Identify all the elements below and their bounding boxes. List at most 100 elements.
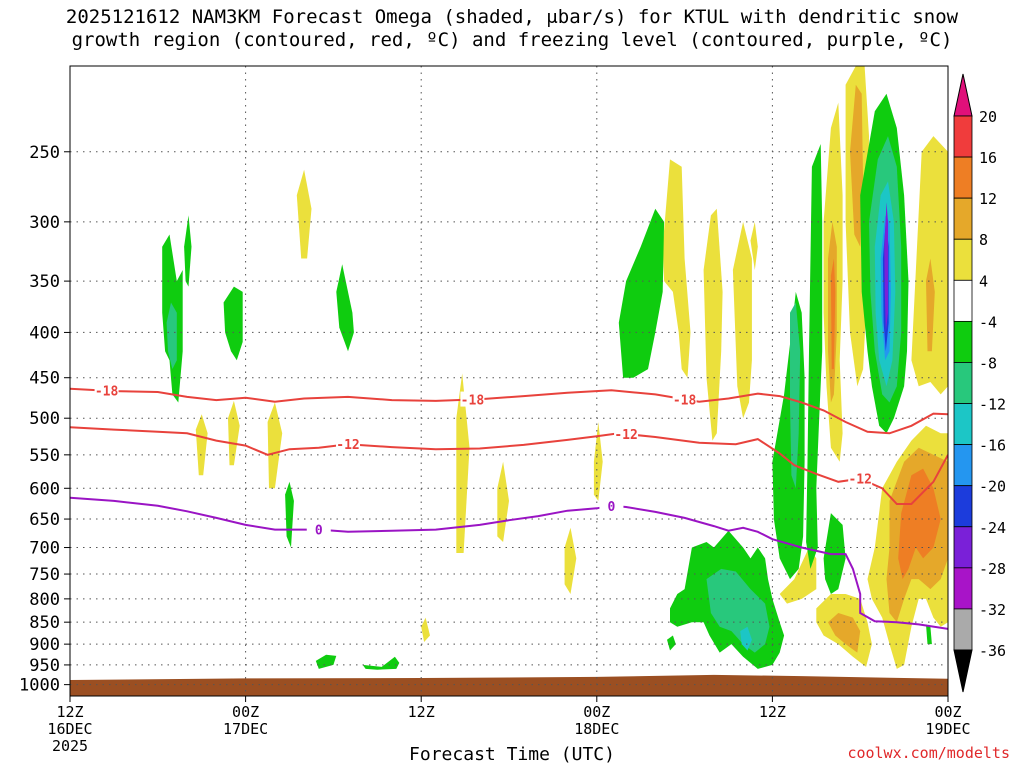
colorbar-label-3: 8 <box>979 231 988 249</box>
omega-region-29 <box>336 264 354 352</box>
contour-label-bg <box>94 382 119 398</box>
contour-label-0-1: -18 <box>461 394 485 409</box>
y-tick-label-450: 450 <box>29 369 60 389</box>
y-tick-label-550: 550 <box>29 446 60 466</box>
contour-label-1-1: -12 <box>614 428 637 443</box>
omega-region-25 <box>898 468 941 580</box>
omega-region-28 <box>223 286 243 361</box>
contour-label-bg <box>672 391 697 407</box>
colorbar-label-13: -36 <box>979 642 1006 660</box>
ground-fill <box>70 674 948 696</box>
colorbar-label-5: -4 <box>979 313 997 331</box>
colorbar-bin-11 <box>953 567 973 610</box>
colorbar-bin-0 <box>953 115 973 158</box>
colorbar-bin-6 <box>953 362 973 404</box>
x-tick-label-0-1: 16DEC <box>47 720 92 738</box>
x-tick-label-60-0: 00Z <box>934 703 961 721</box>
colorbar-bin-12 <box>953 608 973 651</box>
omega-region-33 <box>618 208 665 378</box>
omega-region-0 <box>296 169 312 259</box>
contour-label-bg <box>460 391 485 407</box>
contour-label-1-0: -12 <box>336 438 359 453</box>
omega-region-21 <box>926 258 935 352</box>
omega-shaded-regions <box>162 66 948 670</box>
chart-title-line-2: growth region (contoured, red, ºC) and f… <box>71 29 953 51</box>
y-tick-label-1000: 1000 <box>19 676 60 696</box>
omega-region-2 <box>228 400 240 466</box>
colorbar-top-arrow <box>953 73 973 117</box>
colorbar-label-1: 16 <box>979 149 997 167</box>
contour-label-bg <box>614 426 639 442</box>
omega-region-18 <box>779 547 817 604</box>
contour-label-bg <box>848 470 873 486</box>
omega-region-40 <box>926 624 932 645</box>
omega-region-3 <box>267 402 283 489</box>
colorbar-bin-7 <box>953 403 973 446</box>
x-tick-label-48-0: 12Z <box>759 703 786 721</box>
contour-label-bg <box>599 497 624 513</box>
x-tick-label-12-0: 00Z <box>232 703 259 721</box>
colorbar-label-10: -24 <box>979 519 1006 537</box>
x-tick-label-24-0: 12Z <box>408 703 435 721</box>
x-tick-label-36-1: 18DEC <box>574 720 619 738</box>
omega-region-7 <box>593 422 603 501</box>
y-tick-label-300: 300 <box>29 213 60 233</box>
y-tick-label-500: 500 <box>29 409 60 429</box>
ground-layer <box>70 674 948 696</box>
omega-region-8 <box>421 617 430 642</box>
chart-title-line-1: 2025121612 NAM3KM Forecast Omega (shaded… <box>65 6 959 28</box>
y-tick-label-700: 700 <box>29 539 60 559</box>
y-tick-label-650: 650 <box>29 510 60 530</box>
omega-region-1 <box>195 414 208 476</box>
omega-region-32 <box>362 656 400 670</box>
colorbar-label-6: -8 <box>979 354 997 372</box>
colorbar-label-4: 4 <box>979 272 988 290</box>
colorbar-bin-2 <box>953 197 973 240</box>
omega-region-10 <box>703 208 723 441</box>
omega-region-37 <box>806 144 823 569</box>
omega-region-36 <box>772 291 805 580</box>
contour-0 <box>70 387 948 435</box>
colorbar-bin-3 <box>953 238 973 281</box>
x-tick-label-0-2: 2025 <box>52 737 88 755</box>
y-tick-label-900: 900 <box>29 635 60 655</box>
y-tick-label-800: 800 <box>29 590 60 610</box>
colorbar-bin-4 <box>953 279 973 322</box>
contour-label-1-2: -12 <box>848 473 871 488</box>
omega-region-43 <box>706 568 770 653</box>
y-tick-label-400: 400 <box>29 323 60 343</box>
colorbar-label-8: -16 <box>979 437 1006 455</box>
y-tick-label-250: 250 <box>29 143 60 163</box>
contour-labels: -18 -18 -18 -12 -12 -12 0 0 <box>94 382 873 539</box>
omega-region-46 <box>740 626 752 651</box>
y-tick-labels: 2503003504004505005506006507007508008509… <box>19 143 70 696</box>
omega-region-35 <box>667 635 676 651</box>
colorbar-bottom-arrow <box>953 649 973 693</box>
colorbar-label-0: 20 <box>979 108 997 126</box>
colorbar-bin-1 <box>953 156 973 199</box>
omega-region-6 <box>564 527 577 594</box>
contour-label-0-2: -18 <box>673 393 697 408</box>
omega-region-23 <box>828 613 861 653</box>
contour-2 <box>70 496 948 630</box>
contour-label-bg <box>336 436 361 452</box>
omega-region-24 <box>830 258 836 370</box>
omega-region-5 <box>497 461 509 542</box>
y-tick-label-950: 950 <box>29 656 60 676</box>
colorbar-bin-5 <box>953 320 973 363</box>
omega-region-12 <box>750 221 758 270</box>
omega-region-9 <box>662 159 691 378</box>
x-axis-title: Forecast Time (UTC) <box>409 744 615 765</box>
contour-label-bg <box>306 521 331 537</box>
plot-frame <box>69 65 949 697</box>
colorbar-label-7: -12 <box>979 396 1006 414</box>
x-tick-label-36-0: 00Z <box>583 703 610 721</box>
colorbar-label-2: 12 <box>979 190 997 208</box>
omega-region-20 <box>850 84 864 247</box>
omega-region-49 <box>884 202 888 333</box>
colorbar-label-11: -28 <box>979 560 1006 578</box>
omega-region-31 <box>315 654 337 669</box>
colorbar-legend: 20 16 12 8 4 -4 -8 -12 -16 -20 -24 -28 -32 -36 <box>953 73 1006 693</box>
